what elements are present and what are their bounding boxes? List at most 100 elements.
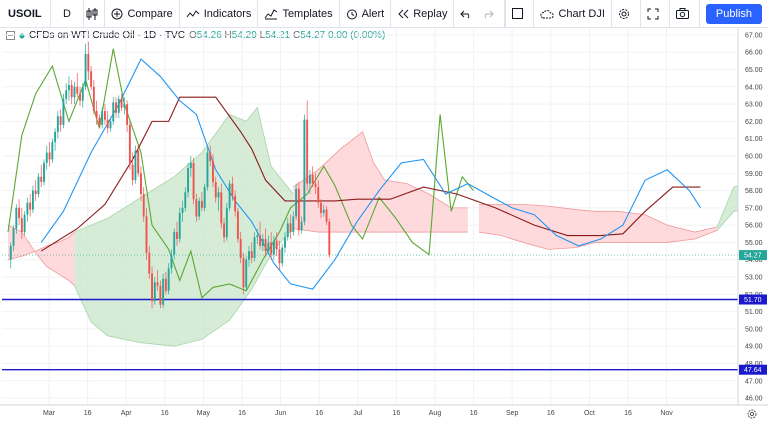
templates-button[interactable]: Templates	[258, 0, 340, 28]
candle-body	[306, 119, 309, 184]
candle-body	[198, 200, 201, 217]
price-axis[interactable]: 67.00 66.00 65.00 64.00 63.00 62.00 61.00 60.00…	[737, 28, 768, 422]
candle-body	[248, 251, 250, 260]
time-axis[interactable]: Mar 16 Apr 16 May 16 Jun 16 Jul 16 Aug 16 Sep 16 Oct 16…	[0, 404, 768, 419]
templates-label: Templates	[282, 7, 333, 20]
candle-body	[76, 86, 79, 94]
candle-body	[106, 119, 109, 129]
candle-body	[73, 86, 76, 98]
axis-settings-gear-icon[interactable]	[747, 409, 757, 419]
candle-body	[303, 119, 306, 222]
ichimoku-lines	[7, 48, 701, 299]
horizontal-lines[interactable]	[2, 254, 738, 371]
candle-body	[317, 187, 320, 203]
candle-body	[156, 282, 159, 286]
candle-body	[140, 173, 142, 195]
open-value: 54.26	[196, 30, 222, 41]
candles[interactable]	[9, 41, 331, 309]
high-label: H	[224, 30, 232, 41]
time-tick-label: Oct	[584, 410, 595, 417]
candle-body	[295, 188, 298, 217]
status-dot-icon	[19, 33, 25, 38]
time-tick-label: 16	[547, 410, 555, 417]
redo-icon[interactable]	[482, 9, 495, 19]
candle-body	[48, 152, 51, 160]
snapshot-button[interactable]	[670, 0, 700, 28]
candle-body	[212, 161, 214, 182]
expand-button[interactable]	[641, 0, 670, 28]
interval-selector[interactable]: D	[51, 0, 85, 28]
cloud-span-a	[74, 106, 294, 233]
candle-body	[162, 278, 165, 305]
candle-body	[217, 192, 220, 198]
candle-body	[40, 176, 43, 182]
cloud-bear-area	[478, 204, 718, 250]
candle-body	[314, 183, 317, 188]
cloud-bull-area	[74, 107, 294, 347]
candle-body	[173, 232, 176, 255]
undo-icon[interactable]	[460, 9, 472, 19]
open-label: O	[188, 30, 197, 41]
symbol-search[interactable]: USOIL	[0, 0, 51, 28]
candle-body	[189, 162, 192, 169]
price-tick-label: 62.00	[745, 119, 763, 126]
price-tick-label: 59.00	[745, 171, 763, 178]
chart-legend: CFDs on WTI Crude Oil · 1D · TVC O54.26 …	[6, 30, 385, 41]
price-tick-label: 64.00	[745, 84, 763, 91]
candle-body	[109, 121, 112, 129]
candle-body	[134, 150, 137, 181]
alert-button[interactable]: Alert	[340, 0, 392, 28]
legend-title[interactable]: CFDs on WTI Crude Oil · 1D · TVC	[29, 30, 185, 41]
last-price-label: 54.27	[744, 253, 762, 260]
fullscreen-toggle[interactable]	[505, 0, 535, 28]
candle-body	[275, 240, 278, 250]
price-axis-bg	[738, 28, 768, 422]
legend-ohlc: O54.26 H54.29 L54.21 C54.27 0.00 (0.00%)	[189, 30, 385, 41]
candle-body	[120, 98, 123, 108]
candle-body	[70, 85, 73, 98]
candle-body	[225, 207, 228, 238]
time-tick-label: Jul	[353, 410, 362, 417]
candle-body	[137, 150, 140, 174]
replay-label: Replay	[413, 7, 448, 20]
price-tick-label: 66.00	[745, 50, 763, 57]
price-tick-label: 57.00	[745, 205, 763, 212]
time-tick-label: 16	[624, 410, 632, 417]
gear-icon	[618, 8, 629, 19]
layout-selector[interactable]: Chart DJI	[534, 0, 612, 28]
settings-button[interactable]	[612, 0, 641, 28]
price-tick-label: 50.00	[745, 326, 763, 333]
price-tick-label: 55.00	[745, 240, 763, 247]
candle-body	[272, 240, 275, 255]
price-tick-label: 46.00	[745, 396, 763, 403]
candle-body	[308, 174, 311, 184]
indicators-icon	[186, 9, 200, 17]
candle-body	[234, 195, 237, 212]
square-icon	[512, 8, 524, 19]
candle-body	[62, 98, 65, 125]
publish-button[interactable]: Publish	[705, 3, 762, 24]
replay-button[interactable]: Replay	[391, 0, 455, 28]
candle-body	[214, 181, 217, 198]
price-chart[interactable]: 67.00 66.00 65.00 64.00 63.00 62.00 61.00 60.00…	[0, 28, 768, 422]
cloud-span-a	[478, 203, 718, 233]
candle-body	[54, 131, 57, 143]
price-tick-label: 65.00	[745, 67, 763, 74]
candle-body	[236, 211, 239, 239]
candle-body	[101, 111, 104, 125]
time-tick-label: 16	[315, 410, 323, 417]
time-tick-label: Apr	[121, 410, 133, 417]
cloud-bear-area	[8, 225, 75, 286]
chart-style-button[interactable]	[84, 0, 106, 28]
candle-body	[65, 90, 68, 99]
collapse-legend-icon[interactable]	[6, 31, 15, 40]
compare-button[interactable]: Compare	[105, 0, 180, 28]
candle-body	[56, 116, 59, 132]
candle-body	[123, 104, 126, 108]
hline-price-label: 47.64	[744, 367, 762, 374]
indicators-button[interactable]: Indicators	[180, 0, 259, 28]
candle-body	[20, 218, 23, 233]
time-tick-label: 16	[393, 410, 401, 417]
candle-body	[181, 207, 184, 214]
candle-body	[178, 213, 181, 239]
